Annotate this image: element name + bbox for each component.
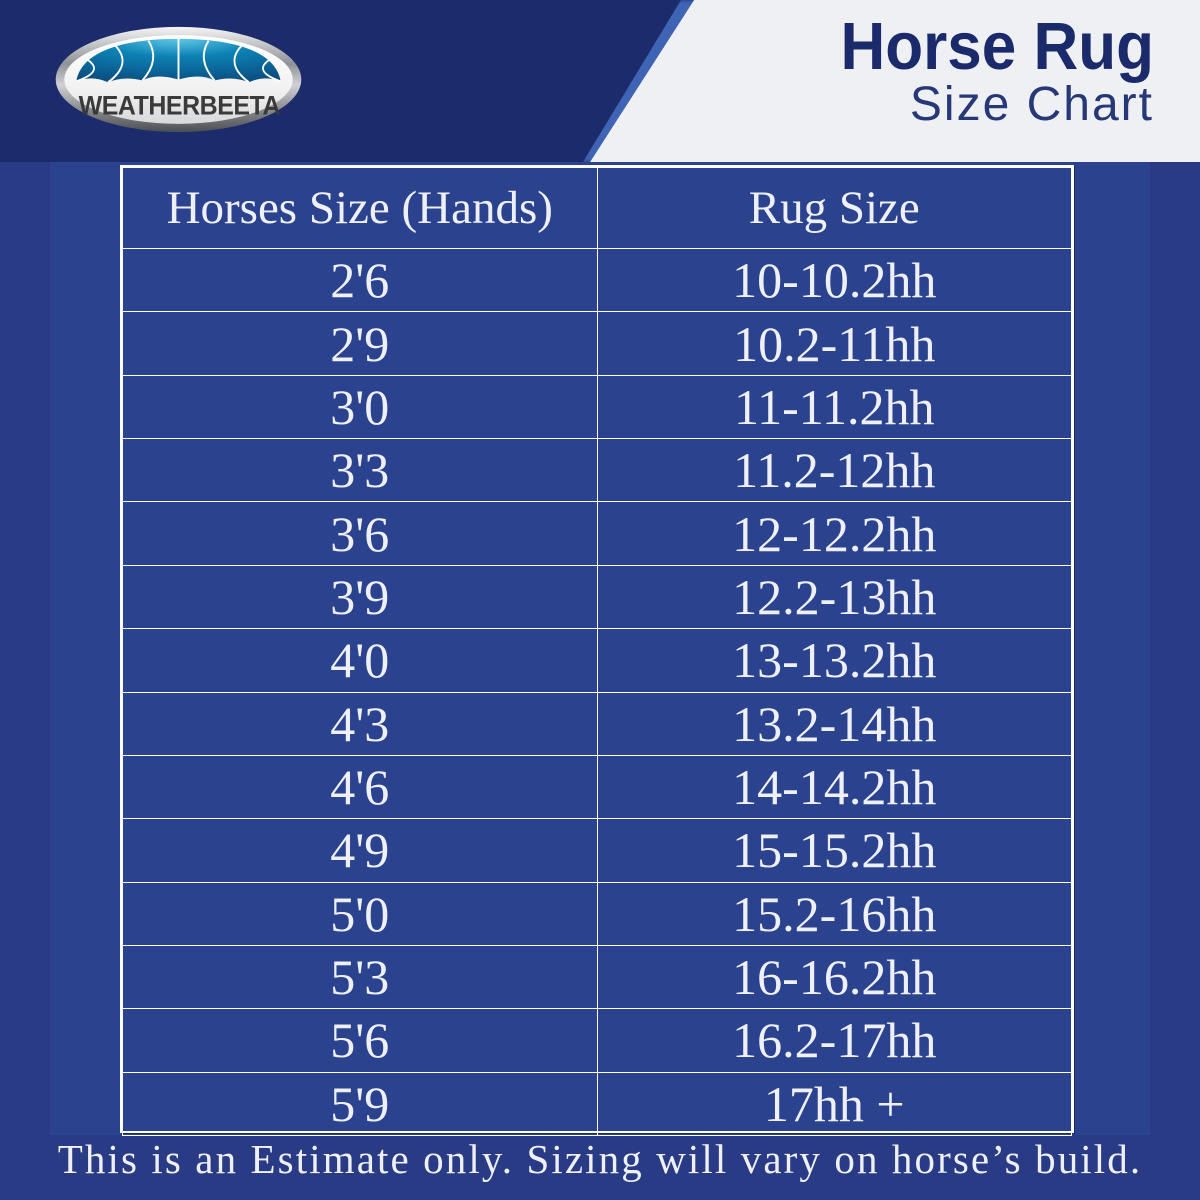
svg-text:WEATHERBEETA: WEATHERBEETA	[79, 92, 280, 121]
